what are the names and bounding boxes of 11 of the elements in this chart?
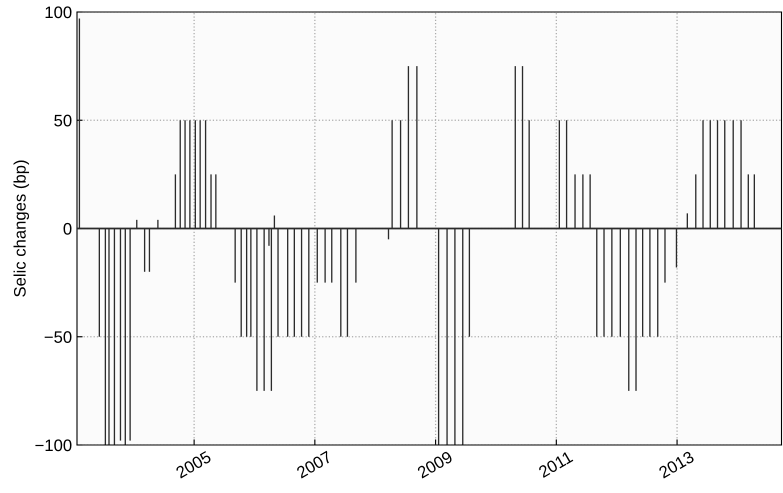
y-tick-label: 0 bbox=[64, 222, 72, 235]
x-tick-label: 2011 bbox=[538, 450, 574, 478]
y-tick-label: 50 bbox=[54, 114, 72, 126]
y-tick-label: −100 bbox=[35, 439, 72, 452]
x-tick-label: 2009 bbox=[416, 450, 454, 479]
y-tick-label: −50 bbox=[44, 331, 72, 343]
x-tick-label: 2007 bbox=[296, 450, 332, 479]
y-tick-label: 100 bbox=[46, 6, 72, 18]
x-tick-label: 2013 bbox=[658, 450, 695, 479]
x-tick-label: 2005 bbox=[175, 450, 212, 479]
y-axis-title: Selic changes (bp) bbox=[14, 160, 30, 297]
